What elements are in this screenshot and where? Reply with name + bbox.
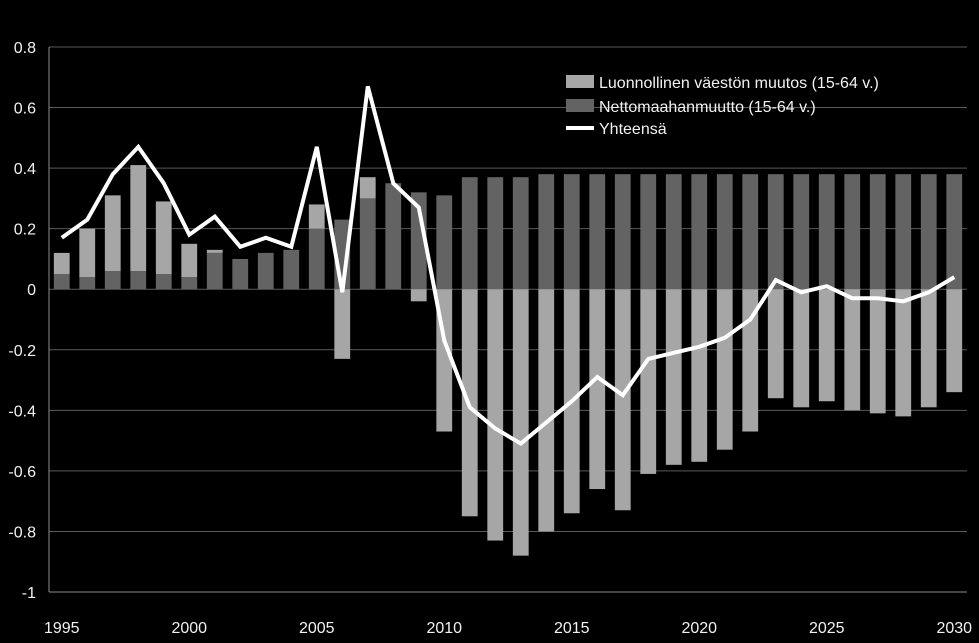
bar-net-immigration bbox=[691, 174, 708, 290]
legend-swatch-net-immigration bbox=[566, 99, 594, 112]
bar-net-immigration bbox=[920, 174, 937, 290]
bar-net-immigration bbox=[308, 228, 325, 290]
bar-natural-change bbox=[130, 165, 147, 272]
bar-net-immigration bbox=[563, 174, 580, 290]
bar-natural-change bbox=[895, 289, 912, 417]
axes bbox=[48, 47, 967, 593]
legend-label-net-immigration: Nettomaahanmuutto (15-64 v.) bbox=[599, 99, 816, 116]
bar-net-immigration bbox=[53, 274, 70, 290]
y-tick-label: 0.6 bbox=[14, 101, 36, 118]
bar-net-immigration bbox=[512, 177, 529, 290]
bar-net-immigration bbox=[155, 274, 172, 290]
bar-natural-change bbox=[716, 289, 733, 450]
x-tick-label: 2010 bbox=[426, 620, 462, 637]
total-line bbox=[60, 85, 956, 447]
bar-natural-change bbox=[589, 289, 606, 490]
bar-net-immigration bbox=[206, 252, 223, 290]
x-tick-label: 2005 bbox=[299, 620, 335, 637]
bar-net-immigration bbox=[181, 277, 198, 290]
y-tick-label: -0.8 bbox=[8, 524, 36, 541]
bar-net-immigration bbox=[257, 252, 274, 290]
bar-net-immigration bbox=[385, 183, 402, 290]
bar-net-immigration bbox=[589, 174, 606, 290]
y-tick-label: -1 bbox=[22, 585, 36, 602]
bar-net-immigration bbox=[767, 174, 784, 290]
bar-natural-change bbox=[512, 289, 529, 556]
y-tick-label: -0.6 bbox=[8, 464, 36, 481]
bar-net-immigration bbox=[461, 177, 478, 290]
bar-net-immigration bbox=[895, 174, 912, 290]
bar-natural-change bbox=[359, 177, 376, 199]
y-tick-label: 0 bbox=[27, 282, 36, 299]
total-line-group bbox=[60, 85, 956, 447]
bar-natural-change bbox=[79, 228, 96, 278]
x-tick-label: 1995 bbox=[44, 620, 80, 637]
x-tick-label: 2030 bbox=[936, 620, 972, 637]
bar-net-immigration bbox=[410, 192, 427, 290]
bar-net-immigration bbox=[869, 174, 886, 290]
bar-natural-change bbox=[869, 289, 886, 414]
y-tick-label: -0.4 bbox=[8, 403, 36, 420]
bar-natural-change bbox=[206, 249, 223, 253]
x-tick-labels: 1995 2000 2005 2010 2015 2020 2025 2030 bbox=[44, 620, 972, 637]
bar-natural-change bbox=[53, 252, 70, 275]
bar-natural-change bbox=[665, 289, 682, 465]
bar-natural-change bbox=[640, 289, 657, 474]
legend-label-total: Yhteensä bbox=[599, 121, 667, 138]
bar-natural-change bbox=[538, 289, 555, 532]
x-tick-label: 2020 bbox=[681, 620, 717, 637]
bar-net-immigration bbox=[359, 198, 376, 290]
bar-natural-change bbox=[946, 289, 963, 393]
bar-net-immigration bbox=[844, 174, 861, 290]
bar-natural-change bbox=[181, 243, 198, 278]
bar-natural-change bbox=[487, 289, 504, 541]
bar-natural-change bbox=[844, 289, 861, 411]
x-tick-label: 2000 bbox=[171, 620, 207, 637]
bar-natural-change bbox=[793, 289, 810, 408]
bar-natural-change bbox=[920, 289, 937, 408]
bar-natural-change bbox=[155, 201, 172, 275]
bar-natural-change bbox=[691, 289, 708, 462]
x-tick-label: 2025 bbox=[809, 620, 845, 637]
legend-label-natural-change: Luonnollinen väestön muutos (15-64 v.) bbox=[599, 75, 879, 92]
bar-net-immigration bbox=[79, 277, 96, 290]
bar-net-immigration bbox=[283, 249, 300, 290]
bar-net-immigration bbox=[946, 174, 963, 290]
bar-natural-change bbox=[410, 289, 427, 302]
y-tick-label: 0.2 bbox=[14, 222, 36, 239]
bar-natural-change bbox=[818, 289, 835, 402]
bar-natural-change bbox=[767, 289, 784, 399]
bar-net-immigration bbox=[716, 174, 733, 290]
bar-natural-change bbox=[334, 289, 351, 359]
bar-natural-change bbox=[614, 289, 631, 511]
x-tick-label: 2015 bbox=[554, 620, 590, 637]
bar-net-immigration bbox=[538, 174, 555, 290]
bar-net-immigration bbox=[614, 174, 631, 290]
bar-net-immigration bbox=[436, 195, 453, 290]
bar-net-immigration bbox=[742, 174, 759, 290]
bar-natural-change bbox=[308, 204, 325, 229]
legend-swatch-natural-change bbox=[566, 75, 594, 88]
bar-net-immigration bbox=[640, 174, 657, 290]
legend: Luonnollinen väestön muutos (15-64 v.) N… bbox=[566, 75, 879, 138]
bar-net-immigration bbox=[487, 177, 504, 290]
bar-net-immigration bbox=[793, 174, 810, 290]
y-tick-labels: 0.8 0.6 0.4 0.2 0 -0.2 -0.4 -0.6 -0.8 -1 bbox=[8, 40, 36, 602]
y-tick-label: 0.4 bbox=[14, 161, 36, 178]
y-tick-label: 0.8 bbox=[14, 40, 36, 57]
bar-net-immigration bbox=[665, 174, 682, 290]
bar-natural-change bbox=[104, 195, 121, 272]
bar-net-immigration bbox=[104, 271, 121, 290]
bar-net-immigration bbox=[130, 271, 147, 290]
bar-net-immigration bbox=[232, 258, 249, 290]
y-tick-label: -0.2 bbox=[8, 343, 36, 360]
bar-net-immigration bbox=[818, 174, 835, 290]
